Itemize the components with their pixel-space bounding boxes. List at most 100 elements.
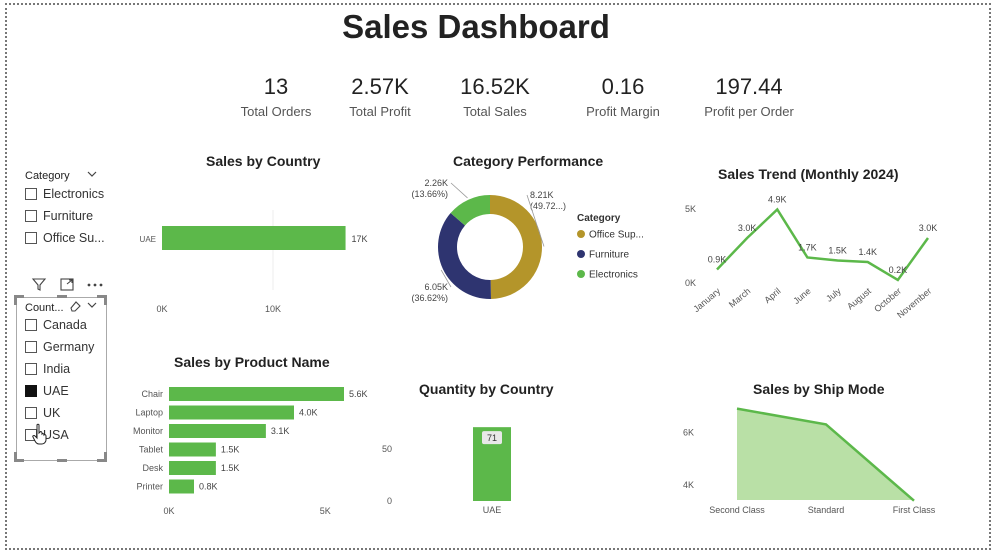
checkbox[interactable] <box>25 341 37 353</box>
slicer-item-office-supplies[interactable]: Office Su... <box>25 231 105 245</box>
data-label: 1.7K <box>798 243 817 253</box>
checkbox[interactable] <box>25 319 37 331</box>
kpi-value: 197.44 <box>715 74 783 99</box>
more-options-icon[interactable] <box>86 282 104 288</box>
data-label-background <box>482 431 502 445</box>
checkbox-checked[interactable] <box>25 385 37 397</box>
slicer-item-germany[interactable]: Germany <box>25 340 94 354</box>
kpi-profit-margin: 0.16 Profit Margin <box>563 74 683 119</box>
chevron-down-icon[interactable] <box>86 169 98 179</box>
y-tick-label: 50 <box>382 444 392 454</box>
slicer-item-canada[interactable]: Canada <box>25 318 87 332</box>
resize-handle[interactable] <box>97 459 107 462</box>
resize-handle[interactable] <box>14 295 17 305</box>
pie-slice <box>490 195 543 299</box>
slicer-item-usa[interactable]: USA <box>25 428 69 442</box>
dashboard-frame <box>5 3 991 550</box>
series-line <box>736 407 915 502</box>
kpi-value: 13 <box>263 74 289 99</box>
legend-marker <box>577 250 585 258</box>
resize-handle[interactable] <box>57 295 67 298</box>
data-label: 1.5K <box>221 463 240 473</box>
checkbox[interactable] <box>25 407 37 419</box>
chevron-down-icon[interactable] <box>86 300 98 310</box>
slicer-item-label: Furniture <box>43 209 94 223</box>
kpi-total-orders: 13 Total Orders <box>216 74 336 119</box>
sales-by-ship-mode-chart[interactable]: 6K 4K Second Class Standard First Class <box>670 400 950 520</box>
legend-marker <box>577 230 585 238</box>
category-label: Chair <box>141 389 163 399</box>
pie-slice <box>438 213 491 299</box>
resize-handle[interactable] <box>104 452 107 462</box>
chart-title: Quantity by Country <box>419 381 554 397</box>
resize-handle[interactable] <box>97 295 107 298</box>
legend-title: Category <box>577 213 621 224</box>
resize-handle[interactable] <box>14 459 24 462</box>
bar <box>169 405 294 420</box>
x-tick-label: UAE <box>483 505 502 515</box>
x-tick-label: Standard <box>808 505 845 515</box>
sales-by-product-chart[interactable]: Chair 5.6K Laptop 4.0K Monitor 3.1K Tablet 1.5K… <box>120 380 380 520</box>
leader-line <box>450 182 468 199</box>
category-performance-chart[interactable]: 8.21K(49.72...) 6.05K(36.62%) 2.26K(13.66%… <box>400 172 660 312</box>
leader-line <box>440 269 452 288</box>
legend-marker <box>577 270 585 278</box>
slicer-item-label: Germany <box>43 340 95 354</box>
y-tick-label: 0K <box>685 278 696 288</box>
filter-icon[interactable] <box>31 277 47 292</box>
data-label: 1.5K <box>221 445 240 455</box>
x-tick-label: First Class <box>893 505 936 515</box>
slicer-item-label: Canada <box>43 318 87 332</box>
series-line <box>716 207 930 282</box>
resize-handle[interactable] <box>14 452 17 462</box>
x-tick-label: 0K <box>163 506 174 516</box>
focus-mode-icon[interactable] <box>59 277 75 292</box>
chart-title: Category Performance <box>453 153 604 169</box>
sales-trend-chart[interactable]: 5K 0K 0.9K January 3.0K March 4.9K April 1.7K Jun… <box>670 188 950 319</box>
bar <box>169 479 194 494</box>
checkbox[interactable] <box>25 210 37 222</box>
leader-line <box>526 194 545 247</box>
slicer-item-india[interactable]: India <box>25 362 70 376</box>
checkbox[interactable] <box>25 232 37 244</box>
resize-handle[interactable] <box>104 295 107 305</box>
chart-title: Sales by Product Name <box>174 354 330 370</box>
resize-handle[interactable] <box>57 459 67 462</box>
slicer-item-uae[interactable]: UAE <box>25 384 69 398</box>
x-tick-label: August <box>845 286 873 312</box>
y-tick-label: 5K <box>685 204 696 214</box>
resize-handle[interactable] <box>14 295 24 298</box>
x-tick-label: 10K <box>265 304 281 314</box>
bar <box>162 226 346 250</box>
chart-title: Sales by Ship Mode <box>753 381 885 397</box>
category-slicer-title: Category <box>25 170 70 182</box>
category-label: Laptop <box>135 408 163 418</box>
slicer-item-label: UAE <box>43 384 69 398</box>
bar <box>169 461 216 475</box>
slicer-item-furniture[interactable]: Furniture <box>25 209 93 223</box>
data-label: 1.5K <box>828 246 847 256</box>
checkbox[interactable] <box>25 188 37 200</box>
x-tick-label: November <box>895 286 933 318</box>
x-tick-label: June <box>791 286 812 306</box>
kpi-label: Total Profit <box>349 104 411 119</box>
data-label-percent: (36.62%) <box>411 293 448 303</box>
category-label: Desk <box>142 463 163 473</box>
category-label: Tablet <box>139 445 164 455</box>
x-tick-label: March <box>727 286 753 310</box>
pie-slice <box>450 195 490 226</box>
quantity-by-country-chart[interactable]: 50 0 71 UAE <box>370 410 620 520</box>
slicer-item-uk[interactable]: UK <box>25 406 60 420</box>
data-label: 3.0K <box>919 223 938 233</box>
sales-by-country-chart[interactable]: UAE 17K 0K 10K <box>120 190 380 320</box>
y-tick-label: 4K <box>683 480 694 490</box>
category-label: Printer <box>136 482 163 492</box>
dashboard-title: Sales Dashboard <box>342 8 610 45</box>
slicer-item-electronics[interactable]: Electronics <box>25 187 104 201</box>
data-label: 1.4K <box>858 247 877 257</box>
eraser-icon[interactable] <box>68 300 82 312</box>
data-label: 71 <box>487 433 497 443</box>
kpi-profit-per-order: 197.44 Profit per Order <box>689 74 809 119</box>
checkbox[interactable] <box>25 363 37 375</box>
kpi-total-sales: 16.52K Total Sales <box>435 74 555 119</box>
